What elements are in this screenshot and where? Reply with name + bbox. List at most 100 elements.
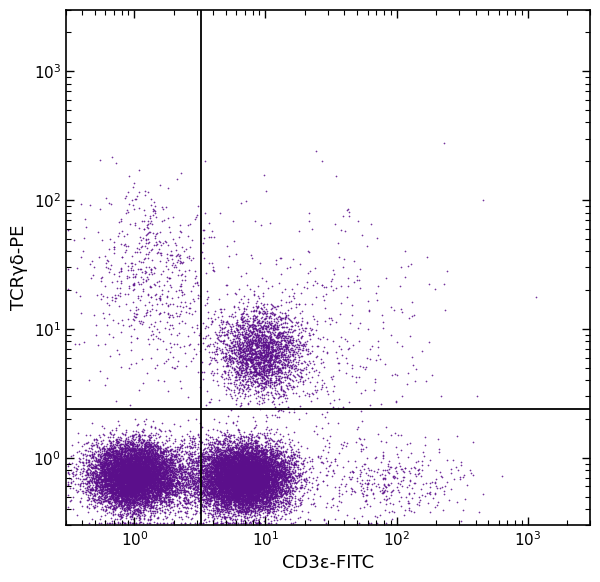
Point [251, 481, 261, 491]
Point [211, 483, 221, 492]
Point [260, 349, 269, 359]
Point [161, 463, 170, 472]
Point [151, 492, 161, 501]
Point [251, 475, 261, 484]
Point [137, 474, 146, 483]
Point [113, 501, 122, 510]
Point [161, 490, 170, 499]
Point [246, 488, 256, 497]
Point [251, 470, 261, 480]
Point [155, 308, 165, 318]
Point [137, 491, 146, 500]
Point [167, 448, 176, 457]
Point [218, 338, 227, 347]
Point [232, 473, 242, 482]
Point [246, 488, 256, 497]
Point [264, 471, 274, 481]
Point [115, 495, 124, 504]
Point [134, 511, 143, 520]
Point [207, 474, 217, 483]
Point [220, 451, 229, 460]
Point [234, 484, 244, 493]
Point [241, 487, 251, 496]
Point [250, 481, 260, 491]
Point [137, 279, 146, 289]
Point [134, 453, 143, 463]
Point [256, 484, 266, 493]
Point [199, 318, 208, 328]
Point [163, 473, 172, 482]
Point [217, 445, 227, 455]
Point [275, 312, 285, 321]
Point [259, 383, 268, 392]
Point [384, 464, 394, 474]
Point [160, 447, 170, 456]
Point [250, 454, 260, 463]
Point [142, 451, 151, 460]
Point [257, 476, 266, 485]
Point [240, 455, 250, 464]
Point [257, 352, 266, 361]
Point [135, 447, 145, 456]
Point [254, 505, 263, 514]
Point [114, 462, 124, 471]
Point [134, 475, 143, 484]
Point [191, 485, 200, 495]
Point [102, 485, 112, 495]
Point [133, 460, 142, 469]
Point [231, 488, 241, 497]
Point [190, 482, 200, 491]
Point [277, 314, 286, 323]
Point [160, 495, 169, 504]
Point [220, 491, 230, 500]
Point [220, 488, 230, 497]
Point [238, 445, 248, 455]
Point [140, 481, 149, 490]
Point [237, 481, 247, 490]
Point [108, 501, 118, 510]
Point [248, 495, 258, 505]
Point [107, 489, 117, 499]
Point [248, 477, 257, 487]
Point [116, 502, 126, 511]
Point [172, 174, 182, 183]
Point [268, 481, 277, 490]
Point [286, 463, 296, 472]
Point [232, 483, 242, 492]
Point [222, 474, 232, 484]
Point [124, 456, 134, 466]
Point [107, 469, 116, 478]
Point [241, 463, 250, 472]
Point [146, 459, 156, 468]
Point [152, 469, 162, 478]
Point [127, 497, 137, 506]
Point [256, 495, 265, 505]
Point [239, 337, 249, 346]
Point [147, 477, 157, 486]
Point [136, 448, 146, 457]
Point [266, 360, 275, 370]
Point [274, 462, 284, 471]
Point [158, 467, 167, 477]
Point [148, 458, 158, 467]
Point [299, 379, 308, 389]
Point [188, 484, 198, 493]
Point [242, 341, 252, 350]
Point [217, 490, 227, 499]
Point [160, 498, 169, 507]
Point [259, 477, 269, 486]
Point [113, 510, 123, 519]
Point [119, 452, 129, 461]
Point [239, 452, 248, 461]
Point [143, 475, 152, 485]
Point [248, 502, 258, 511]
Point [167, 469, 176, 478]
Point [261, 425, 271, 434]
Point [256, 466, 266, 475]
Point [226, 324, 236, 333]
Point [238, 510, 248, 519]
Point [263, 462, 273, 471]
Point [266, 460, 276, 469]
Point [91, 320, 100, 329]
Point [239, 486, 249, 495]
